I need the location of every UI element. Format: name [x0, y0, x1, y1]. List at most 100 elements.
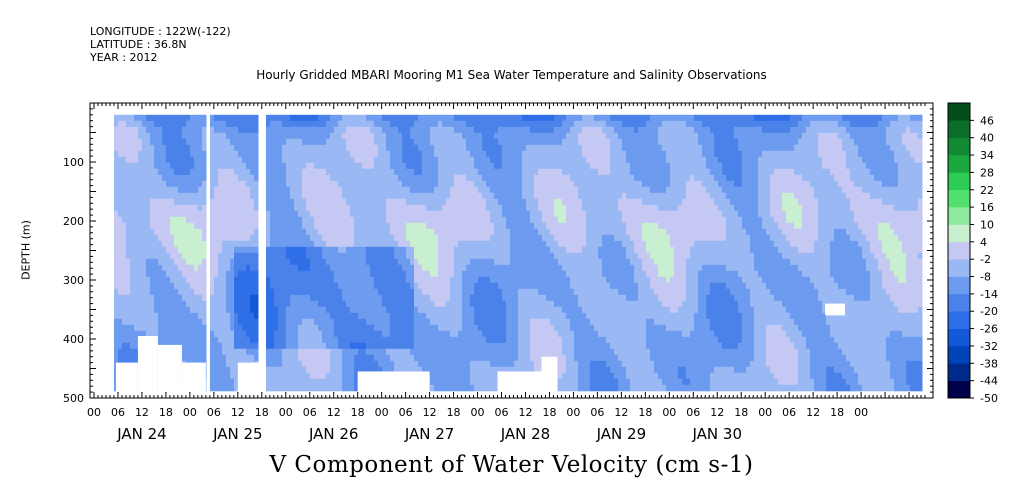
- heatmap-cell: [458, 330, 463, 338]
- heatmap-cell: [178, 324, 183, 332]
- heatmap-cell: [522, 180, 527, 188]
- heatmap-cell: [442, 300, 447, 308]
- heatmap-cell: [470, 354, 475, 362]
- heatmap-cell: [506, 324, 511, 332]
- heatmap-cell: [286, 300, 291, 308]
- heatmap-cell: [370, 300, 375, 308]
- heatmap-cell: [250, 300, 255, 308]
- heatmap-cell: [498, 246, 503, 254]
- heatmap-cell: [402, 150, 407, 158]
- heatmap-cell: [222, 144, 227, 152]
- heatmap-cell: [294, 210, 299, 218]
- heatmap-cell: [434, 216, 439, 224]
- heatmap-cell: [478, 180, 483, 188]
- heatmap-cell: [270, 384, 275, 392]
- heatmap-cell: [466, 192, 471, 200]
- heatmap-cell: [274, 168, 279, 176]
- heatmap-cell: [270, 168, 275, 176]
- heatmap-cell: [514, 336, 519, 344]
- heatmap-cell: [366, 240, 371, 248]
- heatmap-cell: [350, 246, 355, 254]
- heatmap-cell: [482, 204, 487, 212]
- heatmap-cell: [142, 288, 147, 296]
- heatmap-cell: [302, 276, 307, 284]
- heatmap-cell: [330, 354, 335, 362]
- heatmap-cell: [306, 360, 311, 368]
- heatmap-cell: [386, 252, 391, 260]
- heatmap-cell: [458, 162, 463, 170]
- heatmap-cell: [482, 186, 487, 194]
- heatmap-cell: [342, 120, 347, 128]
- heatmap-cell: [362, 240, 367, 248]
- heatmap-cell: [330, 276, 335, 284]
- heatmap-cell: [122, 216, 127, 224]
- heatmap-cell: [166, 198, 171, 206]
- heatmap-cell: [394, 330, 399, 338]
- heatmap-cell: [130, 246, 135, 254]
- heatmap-cell: [290, 222, 295, 230]
- heatmap-cell: [502, 312, 507, 320]
- heatmap-cell: [322, 366, 327, 374]
- heatmap-cell: [158, 162, 163, 170]
- heatmap-cell: [486, 138, 491, 146]
- heatmap-cell: [162, 210, 167, 218]
- heatmap-cell: [450, 132, 455, 140]
- heatmap-cell: [310, 216, 315, 224]
- heatmap-cell: [338, 210, 343, 218]
- heatmap-cell: [430, 222, 435, 230]
- heatmap-cell: [194, 228, 199, 236]
- heatmap-cell: [426, 330, 431, 338]
- heatmap-cell: [278, 216, 283, 224]
- heatmap-cell: [138, 114, 143, 122]
- heatmap-cell: [218, 234, 223, 242]
- heatmap-cell: [234, 330, 239, 338]
- heatmap-cell: [290, 324, 295, 332]
- heatmap-cell: [514, 156, 519, 164]
- heatmap-cell: [466, 156, 471, 164]
- heatmap-cell: [550, 300, 555, 308]
- heatmap-cell: [158, 240, 163, 248]
- heatmap-cell: [250, 252, 255, 260]
- heatmap-cell: [466, 330, 471, 338]
- heatmap-cell: [398, 138, 403, 146]
- heatmap-cell: [554, 222, 559, 230]
- heatmap-cell: [194, 144, 199, 152]
- heatmap-cell: [446, 126, 451, 134]
- heatmap-cell: [438, 252, 443, 260]
- heatmap-cell: [406, 144, 411, 152]
- heatmap-cell: [486, 366, 491, 374]
- heatmap-cell: [398, 144, 403, 152]
- heatmap-cell: [178, 312, 183, 320]
- heatmap-cell: [250, 354, 255, 362]
- heatmap-cell: [182, 114, 187, 122]
- heatmap-cell: [402, 132, 407, 140]
- heatmap-cell: [522, 300, 527, 308]
- heatmap-cell: [386, 126, 391, 134]
- heatmap-cell: [126, 228, 131, 236]
- heatmap-cell: [266, 324, 271, 332]
- heatmap-cell: [322, 348, 327, 356]
- heatmap-cell: [390, 168, 395, 176]
- heatmap-cell: [426, 150, 431, 158]
- heatmap-cell: [302, 282, 307, 290]
- heatmap-cell: [550, 198, 555, 206]
- heatmap-cell: [558, 126, 563, 134]
- heatmap-cell: [186, 342, 191, 350]
- heatmap-cell: [182, 318, 187, 326]
- heatmap-cell: [402, 348, 407, 356]
- heatmap-cell: [422, 222, 427, 230]
- heatmap-cell: [506, 258, 511, 266]
- heatmap-cell: [254, 144, 259, 152]
- heatmap-cell: [470, 264, 475, 272]
- heatmap-cell: [314, 126, 319, 134]
- heatmap-cell: [338, 348, 343, 356]
- heatmap-cell: [138, 120, 143, 128]
- heatmap-cell: [158, 282, 163, 290]
- heatmap-cell: [214, 342, 219, 350]
- heatmap-cell: [242, 150, 247, 158]
- heatmap-cell: [462, 126, 467, 134]
- heatmap-cell: [450, 342, 455, 350]
- heatmap-cell: [122, 324, 127, 332]
- heatmap-cell: [306, 318, 311, 326]
- heatmap-cell: [442, 216, 447, 224]
